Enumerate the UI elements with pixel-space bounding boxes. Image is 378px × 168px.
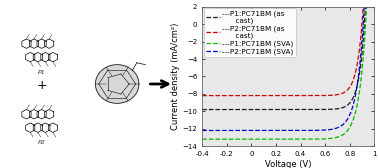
---P1:PC71BM (as
      cast) [368,6,373,8]
---P2:PC71BM (SVA) [368,6,373,8]
---P2:PC71BM (as
      cast) [283,95,287,97]
---P1:PC71BM (SVA) [293,138,297,140]
Polygon shape [96,65,139,103]
---P2:PC71BM (as
      cast) [302,95,307,97]
Text: P1: P1 [38,70,45,75]
---P1:PC71BM (as
      cast) [293,109,297,111]
---P1:PC71BM (SVA) [302,138,307,140]
Line: ---P1:PC71BM (SVA): ---P1:PC71BM (SVA) [202,7,374,139]
Text: +: + [36,79,47,92]
---P1:PC71BM (as
      cast) [341,107,345,109]
---P1:PC71BM (SVA) [341,134,345,136]
---P2:PC71BM (as
      cast) [361,6,366,8]
Line: ---P2:PC71BM (SVA): ---P2:PC71BM (SVA) [202,7,374,131]
---P1:PC71BM (SVA) [283,138,287,140]
---P1:PC71BM (as
      cast) [282,109,286,111]
---P1:PC71BM (SVA) [372,6,376,8]
---P2:PC71BM (SVA) [362,6,367,8]
---P2:PC71BM (SVA) [200,130,204,132]
---P1:PC71BM (as
      cast) [372,6,376,8]
---P2:PC71BM (as
      cast) [200,95,204,97]
Line: ---P2:PC71BM (as
      cast): ---P2:PC71BM (as cast) [202,7,374,96]
---P2:PC71BM (SVA) [372,6,376,8]
Text: P2: P2 [38,140,45,145]
---P2:PC71BM (SVA) [283,130,287,132]
---P1:PC71BM (SVA) [200,138,204,140]
Y-axis label: Current density (mA/cm²): Current density (mA/cm²) [171,23,180,130]
---P1:PC71BM (SVA) [282,138,286,140]
---P2:PC71BM (as
      cast) [282,95,286,97]
Legend: ---P1:PC71BM (as
      cast), ---P2:PC71BM (as
      cast), ---P1:PC71BM (SVA), : ---P1:PC71BM (as cast), ---P2:PC71BM (as… [204,8,296,57]
---P2:PC71BM (SVA) [293,130,297,132]
---P1:PC71BM (SVA) [364,6,369,8]
---P2:PC71BM (SVA) [282,130,286,132]
---P2:PC71BM (SVA) [341,123,345,125]
---P2:PC71BM (as
      cast) [341,92,345,94]
---P2:PC71BM (SVA) [302,129,307,131]
---P2:PC71BM (as
      cast) [293,95,297,97]
---P2:PC71BM (as
      cast) [372,6,376,8]
---P2:PC71BM (as
      cast) [368,6,373,8]
---P1:PC71BM (as
      cast) [200,109,204,111]
---P1:PC71BM (as
      cast) [363,6,368,8]
---P1:PC71BM (SVA) [368,6,373,8]
---P1:PC71BM (as
      cast) [302,109,307,111]
Line: ---P1:PC71BM (as
      cast): ---P1:PC71BM (as cast) [202,7,374,110]
X-axis label: Voltage (V): Voltage (V) [265,160,311,168]
---P1:PC71BM (as
      cast) [283,109,287,111]
